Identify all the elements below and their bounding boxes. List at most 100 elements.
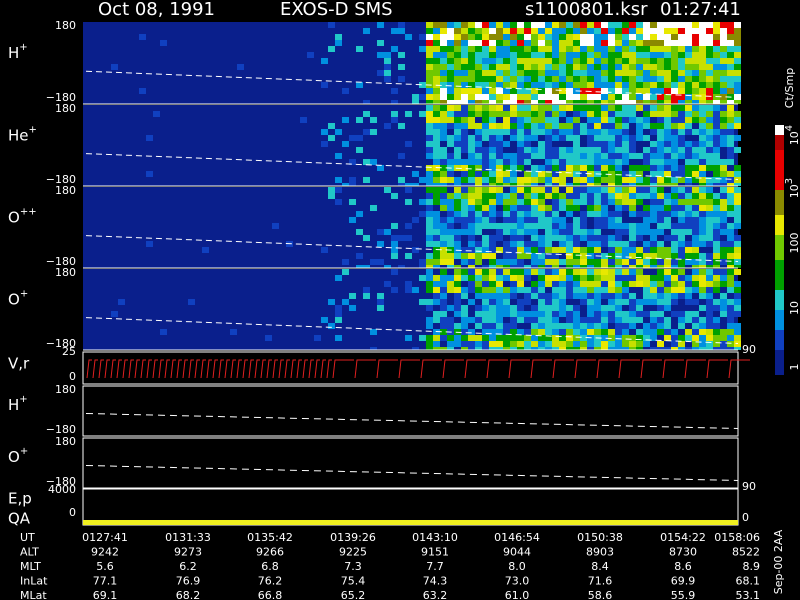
spectrogram-cell <box>538 323 545 329</box>
spectrogram-cell <box>608 141 615 147</box>
spectrogram-cell <box>727 241 734 247</box>
spectrogram-cell <box>538 335 545 341</box>
spectrogram-cell <box>650 187 657 193</box>
spectrogram-cell <box>566 341 573 347</box>
spectrogram-cell <box>363 235 370 241</box>
spectrogram-cell <box>587 329 594 335</box>
spectrogram-cell <box>384 64 391 70</box>
spectrogram-cell <box>356 46 363 52</box>
row-value: 7.7 <box>426 560 444 573</box>
spectrogram-cell <box>482 123 489 129</box>
spectrogram-cell <box>727 223 734 229</box>
spectrogram-cell <box>734 147 741 153</box>
spectrogram-cell <box>482 82 489 88</box>
spectrogram-cell <box>517 135 524 141</box>
spectrogram-cell <box>384 52 391 58</box>
spectrogram-cell <box>559 34 566 40</box>
spectrogram-cell <box>664 123 671 129</box>
spectrogram-cell <box>650 46 657 52</box>
spectrogram-cell <box>468 193 475 199</box>
spectrogram-cell <box>650 311 657 317</box>
spectrogram-cell <box>664 70 671 76</box>
spectrogram-cell <box>678 70 685 76</box>
spectrogram-cell <box>503 259 510 265</box>
spectrogram-cell <box>650 94 657 100</box>
spectrogram-cell <box>601 211 608 217</box>
spectrogram-cell <box>566 211 573 217</box>
spectrogram-cell <box>685 241 692 247</box>
spectrogram-cell <box>111 311 118 317</box>
spectrogram-cell <box>636 135 643 141</box>
spectrogram-cell <box>657 70 664 76</box>
spectrogram-cell <box>678 147 685 153</box>
spectrogram-cell <box>545 153 552 159</box>
spectrogram-cell <box>538 82 545 88</box>
spectrogram-cell <box>440 241 447 247</box>
spectrogram-cell <box>713 64 720 70</box>
spectrogram-cell <box>587 269 594 275</box>
spectrogram-cell <box>678 34 685 40</box>
spectrogram-cell <box>433 275 440 281</box>
spectrogram-cell <box>608 341 615 347</box>
spectrogram-cell <box>482 70 489 76</box>
spectrogram-cell <box>601 82 608 88</box>
spectrogram-cell <box>720 269 727 275</box>
spectrogram-cell <box>510 265 517 268</box>
spectrogram-cell <box>524 28 531 34</box>
spectrogram-cell <box>699 105 706 111</box>
spectrogram-cell <box>559 22 566 28</box>
spectrogram-cell <box>524 177 531 183</box>
spectrogram-cell <box>580 177 587 183</box>
spectrogram-cell <box>531 287 538 293</box>
spectrogram-cell <box>685 64 692 70</box>
spectrogram-cell <box>307 52 314 58</box>
spectrogram-cell <box>685 171 692 177</box>
spectrogram-cell <box>594 82 601 88</box>
spectrogram-cell <box>566 199 573 205</box>
spectrogram-cell <box>475 129 482 135</box>
spectrogram-cell <box>426 281 433 287</box>
spectrogram-cell <box>699 335 706 341</box>
cb-seg <box>775 350 784 375</box>
spectrogram-cell <box>706 34 713 40</box>
spectrogram-cell <box>461 52 468 58</box>
spectrogram-cell <box>440 287 447 293</box>
spectrogram-cell <box>538 141 545 147</box>
spectrogram-cell <box>671 105 678 111</box>
spectrogram-cell <box>517 299 524 305</box>
spectrogram-cell <box>545 28 552 34</box>
spectrogram-cell <box>706 223 713 229</box>
spectrogram-cell <box>475 46 482 52</box>
spectrogram-cell <box>475 311 482 317</box>
spectrogram-cell <box>447 223 454 229</box>
spectrogram-cell <box>559 223 566 229</box>
spectrogram-cell <box>685 88 692 94</box>
spectrogram-cell <box>370 205 377 211</box>
spectrogram-cell <box>643 323 650 329</box>
spectrogram-cell <box>706 58 713 64</box>
spectrogram-cell <box>720 187 727 193</box>
spectrogram-cell <box>594 70 601 76</box>
spectrogram-cell <box>496 177 503 183</box>
spectrogram-cell <box>440 329 447 335</box>
spectrogram-cell <box>636 223 643 229</box>
spectrogram-cell <box>629 177 636 183</box>
spectrogram-cell <box>440 94 447 100</box>
spectrogram-cell <box>594 117 601 123</box>
spectrogram-cell <box>573 165 580 171</box>
cb-seg <box>775 125 784 135</box>
spectrogram-cell <box>524 183 531 186</box>
spectrogram-cell <box>573 34 580 40</box>
spectrogram-cell <box>531 40 538 46</box>
spectrogram-cell <box>692 100 699 104</box>
spectrogram-cell <box>629 171 636 177</box>
spectrogram-cell <box>510 105 517 111</box>
spectrogram-cell <box>538 299 545 305</box>
spectrogram-cell <box>468 46 475 52</box>
spectrogram-cell <box>489 335 496 341</box>
spectrogram-cell <box>580 335 587 341</box>
spectrogram-cell <box>727 317 734 323</box>
spectrogram-cell <box>538 153 545 159</box>
spectrogram-cell <box>587 141 594 147</box>
spectrogram-cell <box>496 82 503 88</box>
